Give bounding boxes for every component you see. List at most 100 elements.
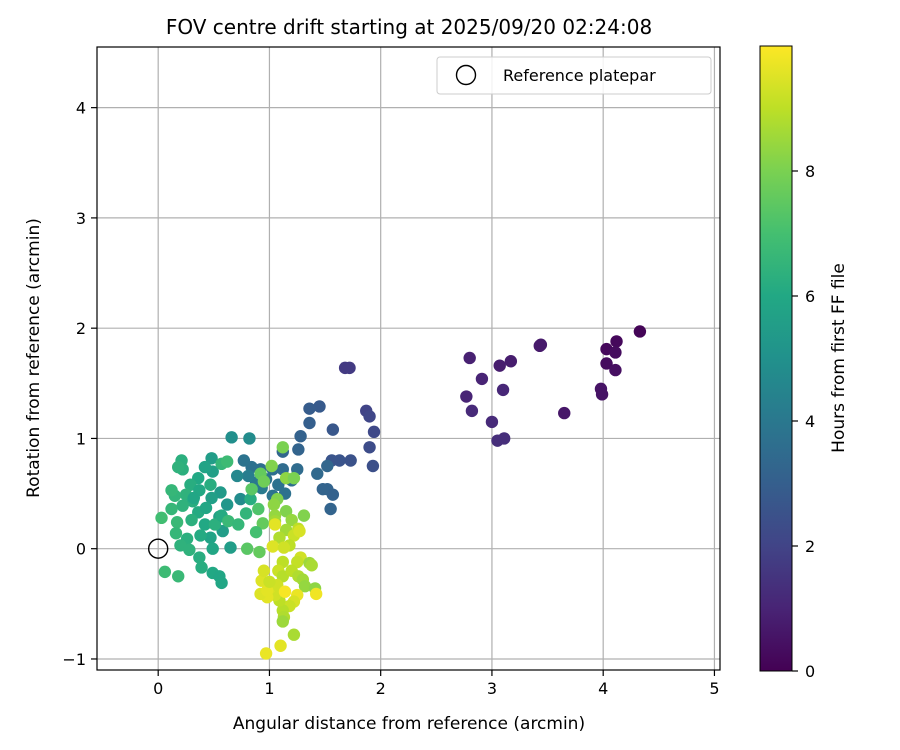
- legend-label-reference: Reference platepar: [503, 66, 656, 85]
- grid-lines: [97, 47, 720, 670]
- y-tick-label: 1: [76, 429, 86, 448]
- data-point: [465, 404, 479, 418]
- data-point: [595, 388, 609, 401]
- data-point: [326, 488, 340, 501]
- x-tick-label: 1: [264, 679, 274, 698]
- reference-platepar-marker: [147, 538, 169, 559]
- colorbar-ticks: 0 2 4 6 8: [792, 162, 815, 681]
- data-point: [242, 469, 255, 483]
- data-point: [195, 561, 208, 574]
- data-point: [266, 540, 279, 553]
- colorbar-tick-label: 2: [805, 537, 815, 556]
- data-point: [206, 542, 219, 555]
- data-point: [257, 475, 271, 488]
- data-point: [187, 491, 200, 505]
- y-tick-label: 2: [76, 319, 86, 338]
- data-point: [245, 482, 258, 496]
- data-point: [240, 542, 254, 555]
- data-point: [344, 454, 357, 467]
- data-point: [243, 432, 256, 445]
- data-point: [324, 502, 337, 516]
- data-point: [205, 452, 218, 465]
- data-point: [214, 486, 227, 499]
- data-point: [185, 513, 198, 527]
- data-point: [252, 502, 265, 516]
- x-axis-label: Angular distance from reference (arcmin): [233, 714, 585, 734]
- data-point: [313, 400, 326, 413]
- data-point: [205, 491, 218, 505]
- data-point: [170, 516, 184, 529]
- data-point: [204, 531, 217, 544]
- data-point: [533, 339, 546, 353]
- axis-ticks: 0 1 2 3 4 5 −1 0 1 2 3 4: [62, 99, 719, 698]
- data-point: [257, 564, 271, 577]
- data-point: [292, 443, 305, 456]
- data-point: [208, 518, 222, 531]
- data-point: [277, 541, 291, 554]
- data-point: [293, 524, 306, 538]
- data-point: [193, 551, 206, 564]
- data-point: [309, 587, 323, 601]
- data-point: [172, 570, 185, 583]
- chart-title: FOV centre drift starting at 2025/09/20 …: [166, 15, 652, 39]
- data-point: [224, 541, 237, 554]
- data-point: [276, 441, 289, 454]
- colorbar-tick-label: 6: [805, 287, 815, 306]
- data-point: [367, 425, 381, 439]
- data-point: [279, 505, 293, 518]
- data-point: [633, 325, 647, 338]
- colorbar-tick-label: 4: [805, 412, 815, 431]
- data-point: [220, 455, 234, 468]
- data-point: [600, 357, 613, 370]
- reference-marker-layer: [147, 538, 169, 559]
- x-tick-label: 2: [376, 679, 386, 698]
- data-point: [165, 484, 178, 497]
- data-point: [237, 454, 251, 467]
- x-tick-label: 4: [598, 679, 608, 698]
- data-point: [291, 555, 304, 569]
- data-point: [169, 527, 183, 540]
- data-point: [220, 498, 234, 511]
- data-point: [493, 359, 506, 372]
- y-tick-label: −1: [62, 650, 86, 669]
- data-point: [609, 346, 622, 359]
- data-point: [504, 355, 518, 368]
- x-tick-label: 0: [153, 679, 163, 698]
- data-point: [232, 518, 245, 531]
- data-point: [321, 459, 334, 473]
- data-point: [343, 361, 356, 375]
- data-point: [274, 639, 287, 652]
- data-point: [165, 502, 178, 516]
- data-point: [253, 545, 266, 559]
- data-point: [215, 576, 228, 590]
- data-point: [363, 441, 376, 454]
- data-point: [305, 559, 318, 572]
- data-point: [311, 467, 324, 480]
- data-point: [363, 410, 376, 423]
- data-point: [263, 575, 276, 588]
- data-point: [184, 478, 197, 491]
- data-point: [303, 416, 316, 430]
- data-point: [610, 335, 623, 348]
- data-point: [609, 363, 622, 377]
- data-point: [496, 383, 510, 397]
- data-point: [558, 406, 571, 420]
- colorbar-tick-label: 0: [805, 662, 815, 681]
- y-tick-label: 4: [76, 99, 86, 118]
- data-point: [298, 579, 312, 593]
- data-point: [239, 507, 253, 520]
- data-point: [267, 498, 281, 511]
- data-point: [316, 482, 330, 496]
- data-point: [366, 459, 380, 473]
- data-point: [287, 628, 301, 641]
- legend-frame: [436, 56, 712, 95]
- x-tick-label: 3: [487, 679, 497, 698]
- data-point: [256, 517, 269, 530]
- data-point: [158, 565, 172, 579]
- data-point: [463, 351, 476, 365]
- data-point: [155, 511, 168, 525]
- legend-marker-reference: [455, 64, 477, 86]
- x-tick-label: 5: [709, 679, 719, 698]
- data-point: [172, 460, 185, 474]
- data-point: [273, 531, 286, 544]
